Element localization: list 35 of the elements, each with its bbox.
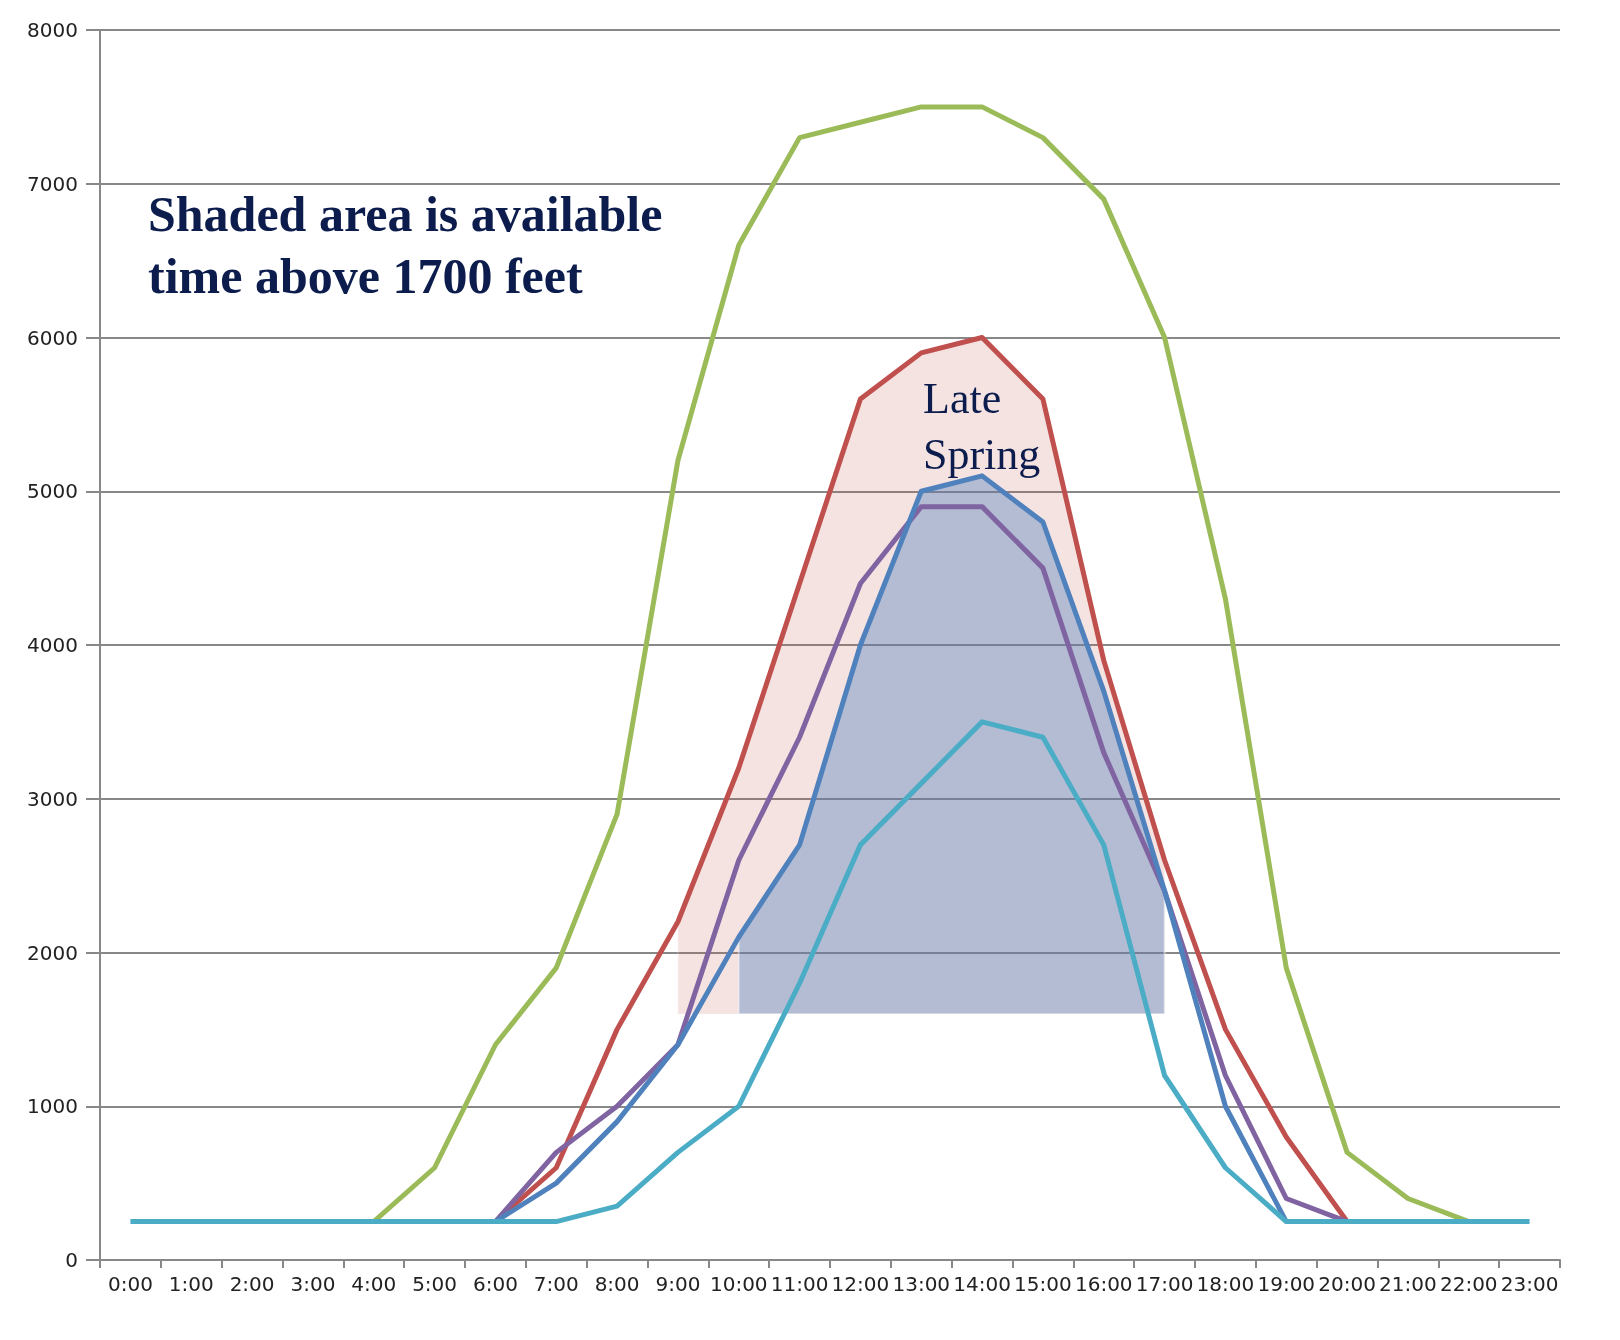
x-tick-label: 13:00 — [892, 1272, 951, 1296]
y-tick-label: 6000 — [27, 325, 78, 350]
x-tick-label: 3:00 — [290, 1272, 336, 1296]
y-tick-label: 1000 — [27, 1094, 78, 1119]
y-tick-label: 7000 — [27, 171, 78, 196]
x-tick-label: 10:00 — [709, 1272, 768, 1296]
x-tick-label: 22:00 — [1439, 1272, 1498, 1296]
x-tick-label: 2:00 — [229, 1272, 275, 1296]
y-tick-label: 4000 — [27, 633, 78, 657]
x-tick-label: 0:00 — [107, 1272, 153, 1296]
x-tick-label: 16:00 — [1074, 1272, 1133, 1296]
x-tick-label: 17:00 — [1135, 1272, 1194, 1296]
x-tick-label: 5:00 — [412, 1272, 458, 1296]
x-tick-label: 9:00 — [655, 1272, 701, 1296]
x-tick-label: 14:00 — [953, 1272, 1011, 1296]
x-tick-label: 20:00 — [1318, 1272, 1376, 1296]
x-tick-label: 15:00 — [1014, 1272, 1072, 1296]
y-tick-label: 3000 — [27, 786, 78, 811]
x-tick-label: 12:00 — [831, 1272, 890, 1296]
y-tick-label: 5000 — [27, 479, 78, 504]
y-tick-label: 8000 — [27, 18, 78, 42]
x-tick-label: 4:00 — [351, 1272, 397, 1296]
y-tick-label: 0 — [65, 1248, 78, 1272]
y-tick-label: 2000 — [27, 940, 78, 965]
x-tick-label: 6:00 — [472, 1272, 518, 1296]
x-tick-label: 23:00 — [1500, 1272, 1559, 1296]
x-tick-label: 19:00 — [1257, 1272, 1316, 1296]
x-tick-label: 18:00 — [1196, 1272, 1255, 1296]
x-tick-label: 7:00 — [533, 1272, 579, 1296]
annotation: Late Spring — [923, 373, 1041, 479]
x-tick-label: 11:00 — [770, 1272, 829, 1296]
x-tick-label: 21:00 — [1379, 1272, 1437, 1296]
annotation: Shaded area is available time above 1700 feet — [148, 186, 663, 304]
x-tick-label: 1:00 — [168, 1272, 214, 1296]
x-tick-label: 8:00 — [594, 1272, 640, 1296]
